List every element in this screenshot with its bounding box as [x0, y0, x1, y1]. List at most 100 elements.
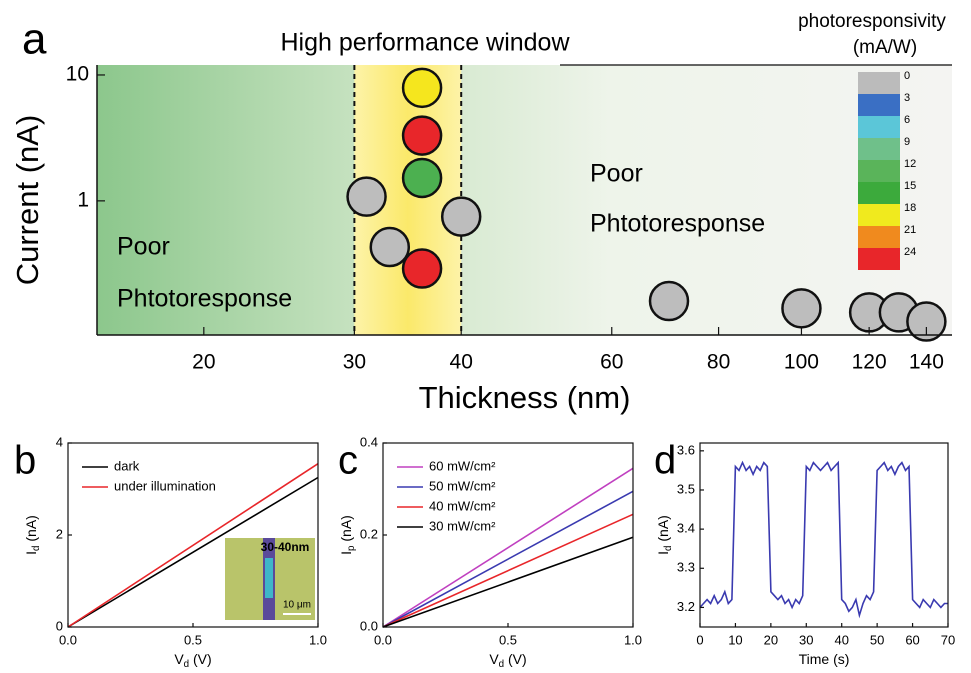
colorbar-swatch [858, 94, 900, 116]
axis-label-text: Time (s) [799, 651, 850, 667]
line [382, 467, 634, 628]
data-point [401, 248, 443, 289]
colorbar-swatch [858, 160, 900, 182]
axis-label-unit: (V) [189, 651, 212, 667]
data-point [346, 176, 387, 217]
plot-frame [699, 442, 949, 628]
colorbar-label: 0 [904, 70, 910, 82]
data-point [648, 280, 690, 322]
annotation: Phtotoresponse [590, 210, 765, 238]
title: High performance window [280, 29, 570, 57]
axis-label: Vd (V) [174, 651, 211, 670]
colorbar-swatch [858, 204, 900, 226]
x-tick-label: 20 [764, 632, 778, 647]
legend-label: dark [114, 458, 140, 473]
axis-label-text: V [489, 651, 499, 667]
line [382, 513, 634, 628]
x-tick-label: 0.5 [499, 632, 517, 647]
y-tick-label: 4 [56, 434, 63, 449]
x-axis-label: Thickness (nm) [419, 380, 631, 415]
y-tick-label: 3.3 [677, 560, 695, 575]
y-tick-label: 3.6 [677, 442, 695, 457]
axis-label-unit: (nA) [338, 515, 354, 545]
axis-label: Time (s) [799, 651, 850, 667]
axis-label-unit: (nA) [655, 515, 671, 545]
colorbar-label: 15 [904, 180, 916, 192]
y-tick-label: 0.4 [360, 434, 378, 449]
annotation: Poor [590, 160, 643, 188]
inset-channel [265, 558, 273, 598]
colorbar-swatch [858, 138, 900, 160]
x-tick-label: 80 [707, 351, 730, 374]
x-tick-label: 0.0 [374, 632, 392, 647]
axis-label-text: I [338, 551, 354, 555]
x-tick-label: 60 [600, 351, 623, 374]
axis-label-sub: d [31, 546, 42, 551]
y-tick-label: 3.5 [677, 481, 695, 496]
axis-label-sub: p [346, 545, 357, 551]
axis-label: Vd (V) [489, 651, 526, 670]
scale-bar-label: 10 μm [283, 600, 311, 611]
data-point [401, 67, 443, 109]
legend-label: 40 mW/cm² [429, 498, 496, 513]
x-tick-label: 20 [192, 351, 215, 374]
legend-label: 50 mW/cm² [429, 478, 496, 493]
colorbar-swatch [858, 116, 900, 138]
colorbar-label: 9 [904, 136, 910, 148]
axis-label: Id (nA) [23, 515, 42, 555]
legend-label: 60 mW/cm² [429, 458, 496, 473]
annotation: Phtotoresponse [117, 285, 292, 313]
data-point [781, 288, 822, 329]
axis-label-text: V [174, 651, 184, 667]
y-tick-label: 3.2 [677, 599, 695, 614]
colorbar-label: 6 [904, 114, 910, 126]
x-tick-label: 0 [696, 632, 703, 647]
colorbar-swatch [858, 182, 900, 204]
line [67, 476, 319, 628]
x-tick-label: 1.0 [309, 632, 327, 647]
annotation: Poor [117, 233, 170, 261]
colorbar-title: (mA/W) [853, 37, 917, 58]
colorbar-label: 18 [904, 202, 916, 214]
data-point [401, 157, 443, 199]
x-tick-label: 60 [905, 632, 919, 647]
data-point [906, 301, 947, 342]
axis-label-unit: (V) [504, 651, 527, 667]
panel-label: b [14, 439, 36, 483]
line [699, 460, 948, 619]
y-tick-label: 0.0 [360, 618, 378, 633]
x-tick-label: 30 [343, 351, 366, 374]
y-tick-label: 0.2 [360, 526, 378, 541]
axis-label-unit: (nA) [23, 515, 39, 545]
x-tick-label: 0.5 [184, 632, 202, 647]
data-point [401, 115, 443, 156]
axis-label: Ip (nA) [338, 515, 357, 555]
line [67, 463, 319, 628]
y-axis-label: Current (nA) [10, 115, 45, 286]
colorbar-swatch [858, 248, 900, 270]
colorbar-label: 12 [904, 158, 916, 170]
colorbar-title: photoresponsivity [798, 11, 946, 32]
inset: 30-40nm 10 μm [225, 538, 315, 620]
data-point [369, 226, 411, 268]
x-tick-label: 50 [870, 632, 884, 647]
x-tick-label: 120 [852, 351, 887, 374]
axis-label-text: I [23, 551, 39, 555]
x-tick-label: 40 [834, 632, 848, 647]
axis-label-sub: d [499, 659, 504, 670]
plot-frame [382, 442, 634, 628]
panel-label: a [22, 15, 47, 64]
y-tick-label: 2 [56, 526, 63, 541]
line [382, 490, 634, 628]
colorbar-label: 3 [904, 92, 910, 104]
inset-label: 30-40nm [261, 540, 310, 554]
x-tick-label: 100 [784, 351, 819, 374]
x-tick-label: 70 [941, 632, 955, 647]
y-tick-label: 1 [77, 188, 89, 211]
x-tick-label: 40 [450, 351, 473, 374]
legend-label: under illumination [114, 478, 216, 493]
panel-label: c [338, 439, 358, 483]
line [382, 536, 634, 628]
y-tick-label: 0 [56, 618, 63, 633]
